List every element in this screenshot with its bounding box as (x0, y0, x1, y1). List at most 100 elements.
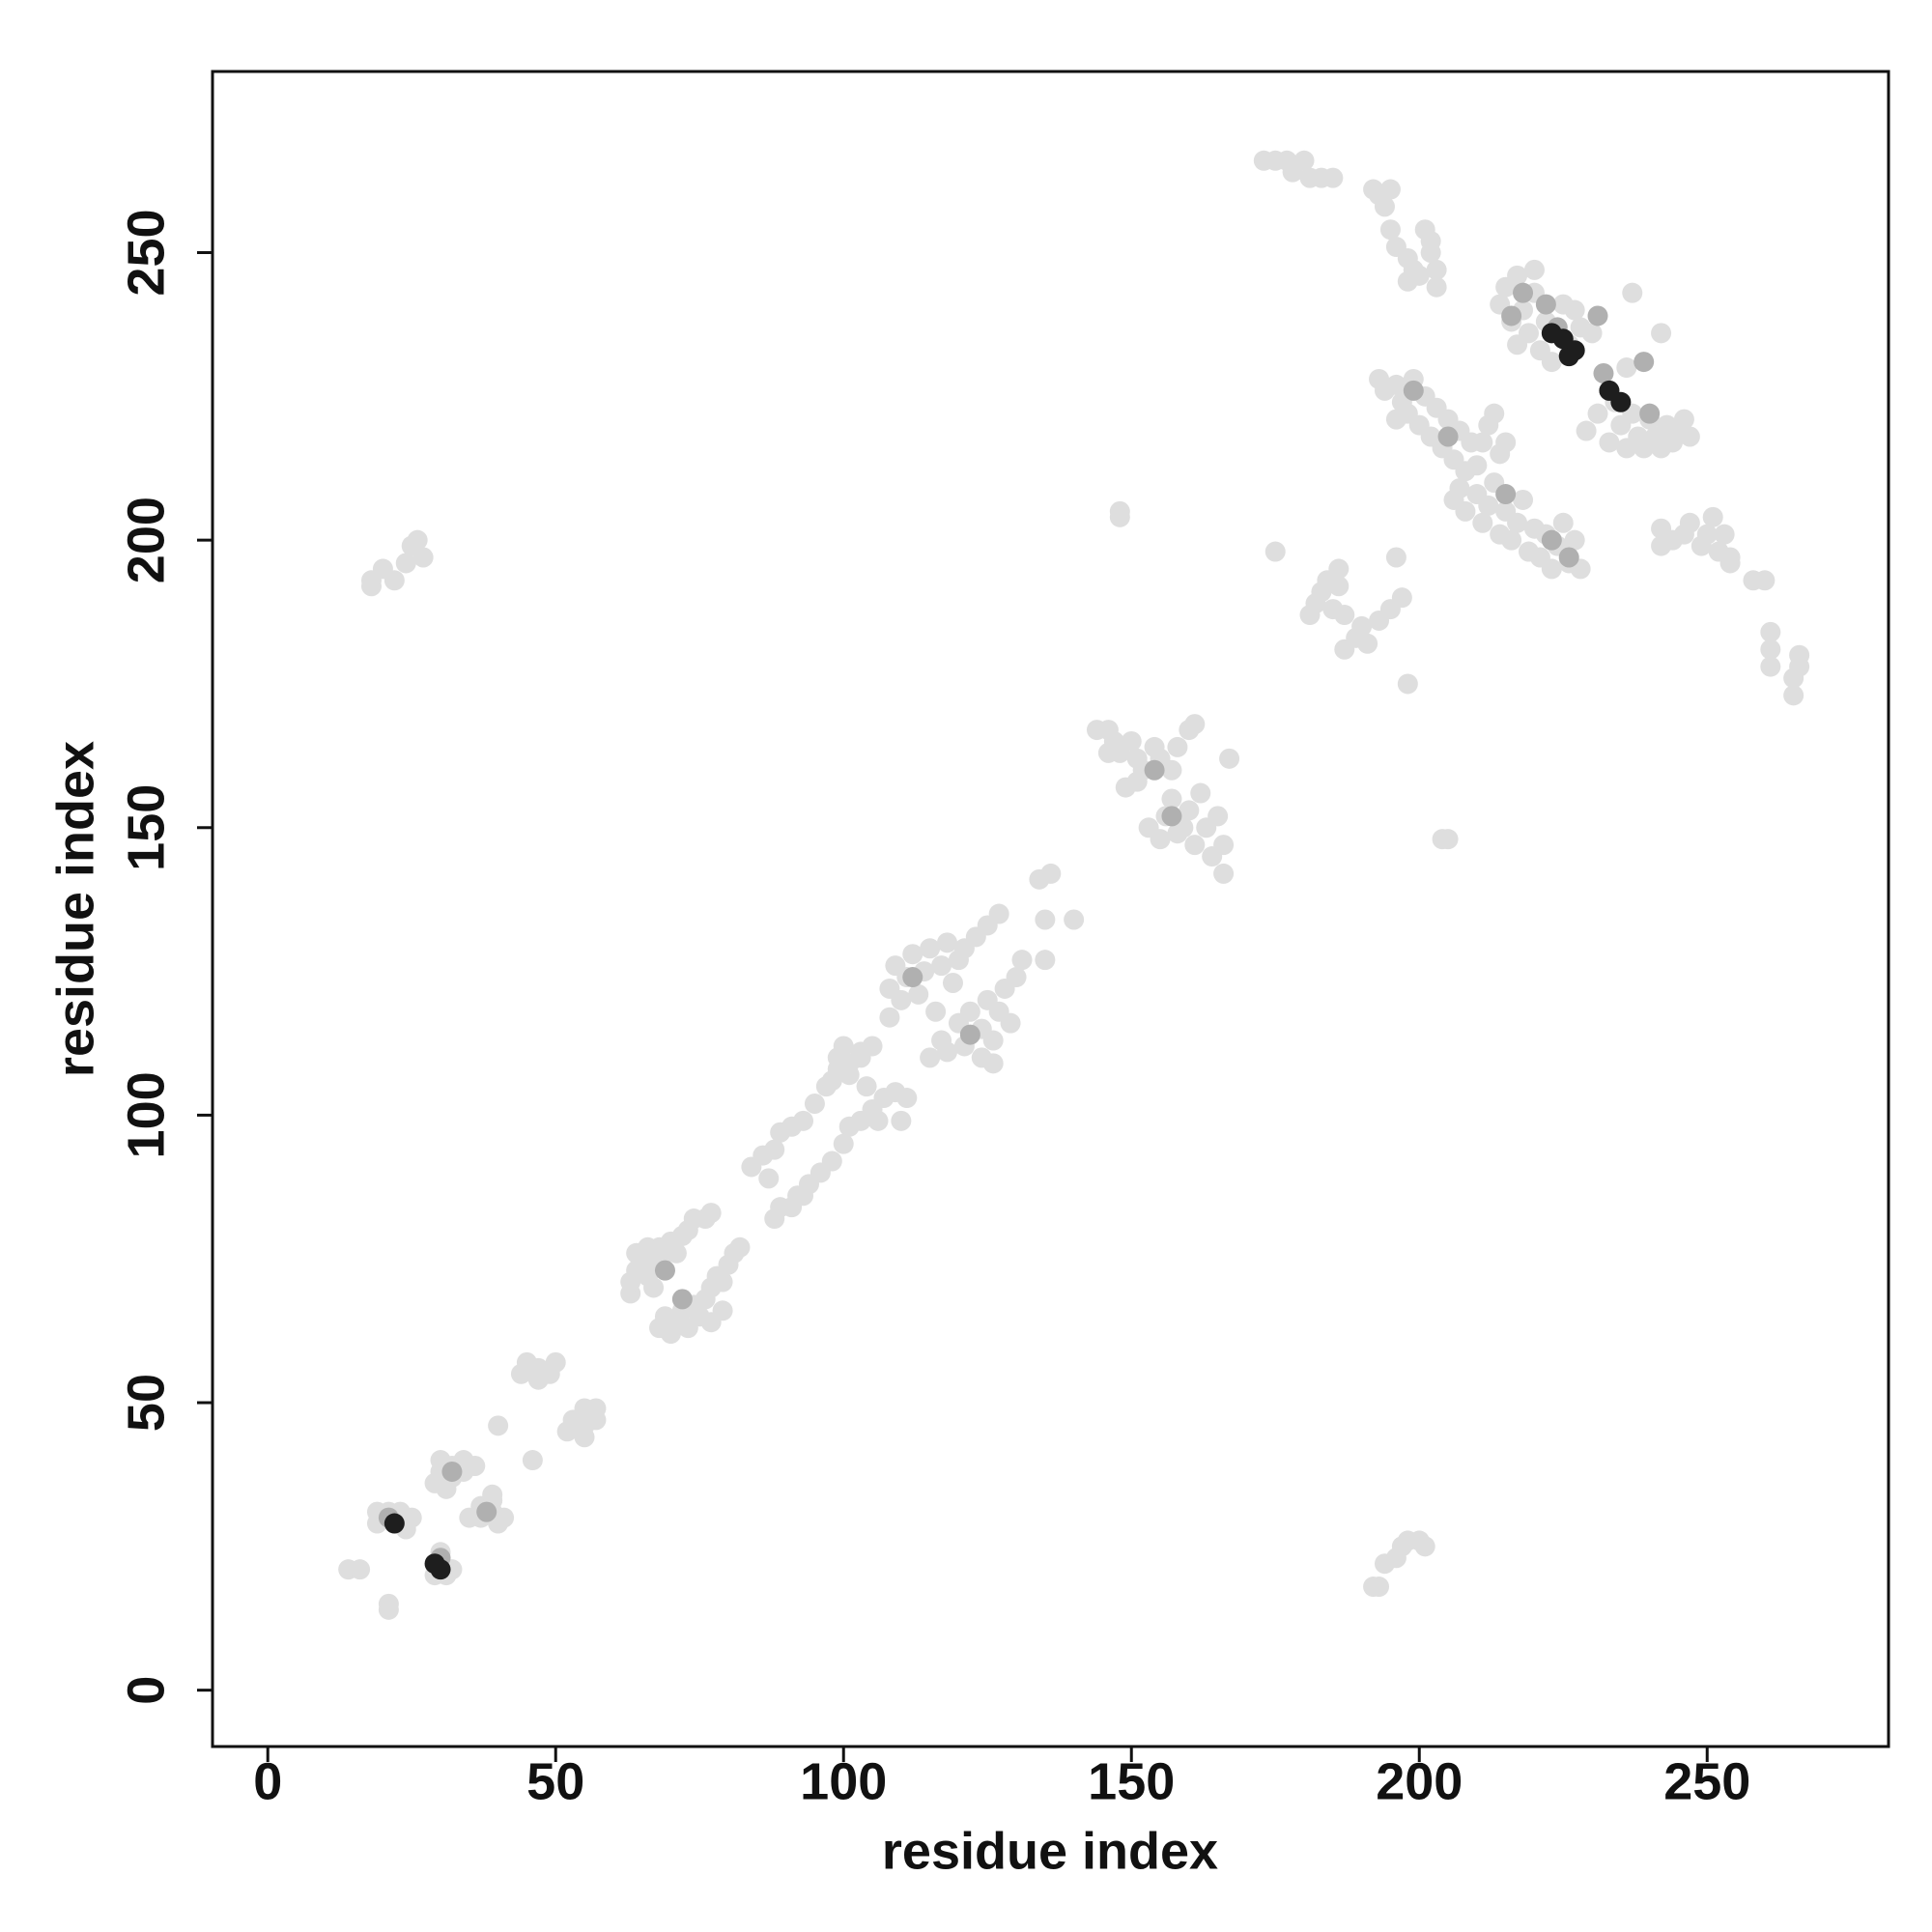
point (925, 1001, 947, 1022)
point (1363, 1577, 1384, 1598)
x-tick-label: 250 (1663, 1752, 1750, 1810)
point (891, 989, 912, 1010)
point (643, 1277, 665, 1298)
point (465, 1456, 486, 1477)
point (1437, 426, 1459, 447)
point (1374, 196, 1395, 217)
point (1420, 231, 1441, 252)
point (1696, 524, 1718, 545)
point (1190, 782, 1211, 804)
point (1208, 806, 1229, 827)
point (1719, 553, 1741, 574)
point (1622, 282, 1643, 303)
point (671, 1289, 693, 1310)
plot-frame (211, 70, 1890, 1748)
point (1472, 432, 1493, 453)
point (1126, 771, 1148, 792)
point (1109, 500, 1130, 522)
point (1379, 179, 1401, 200)
point (1379, 219, 1401, 241)
point (1437, 829, 1459, 850)
point (476, 1501, 497, 1522)
point (1426, 276, 1447, 298)
point (1161, 759, 1182, 781)
point (1564, 299, 1585, 321)
point (850, 1047, 871, 1068)
point (1651, 323, 1672, 344)
point (1167, 736, 1188, 757)
point (942, 972, 963, 993)
point (1414, 1536, 1435, 1557)
point (1673, 409, 1694, 430)
point (1564, 529, 1585, 551)
point (1513, 489, 1534, 510)
point (838, 1065, 860, 1086)
point (1552, 328, 1574, 350)
point (1035, 909, 1056, 930)
point (1558, 547, 1579, 568)
point (1264, 541, 1286, 562)
point (1783, 685, 1804, 706)
point (1760, 656, 1781, 677)
point (384, 570, 405, 591)
point (793, 1110, 814, 1131)
point (988, 903, 1009, 924)
point (937, 1041, 958, 1063)
point (902, 944, 923, 965)
point (1328, 576, 1350, 597)
point (1634, 352, 1655, 373)
plot-marks (338, 150, 1810, 1620)
point (1219, 748, 1240, 769)
point (1587, 305, 1608, 327)
x-axis-title: residue index (882, 1822, 1218, 1880)
point (729, 1236, 751, 1258)
point (1501, 529, 1522, 551)
point (879, 1007, 900, 1028)
y-tick-label: 50 (117, 1374, 175, 1432)
point (482, 1484, 503, 1505)
point (1391, 587, 1412, 609)
point (1581, 323, 1603, 344)
point (856, 1076, 877, 1097)
point (931, 955, 952, 977)
point (1403, 259, 1424, 280)
point (412, 547, 434, 568)
point (833, 1036, 854, 1057)
point (1006, 967, 1027, 988)
x-tick-label: 200 (1376, 1752, 1463, 1810)
x-tick-label: 150 (1088, 1752, 1175, 1810)
y-tick-label: 0 (117, 1676, 175, 1705)
point (1328, 558, 1350, 580)
point (494, 1507, 515, 1528)
point (1541, 529, 1562, 551)
point (1184, 835, 1206, 856)
point (1552, 512, 1574, 533)
point (1385, 547, 1406, 568)
point (522, 1450, 543, 1471)
point (1322, 167, 1344, 188)
point (920, 1047, 941, 1068)
point (1507, 512, 1528, 533)
point (1097, 742, 1119, 763)
point (654, 1260, 675, 1281)
point (1760, 621, 1781, 642)
y-tick-label: 250 (117, 209, 175, 296)
point (902, 967, 923, 988)
point (1397, 673, 1418, 695)
point (1011, 950, 1033, 971)
point (833, 1133, 854, 1154)
point (407, 529, 428, 551)
x-tick-label: 100 (800, 1752, 887, 1810)
point (1184, 714, 1206, 735)
point (1121, 730, 1142, 752)
point (1064, 909, 1085, 930)
point (1161, 788, 1182, 810)
point (430, 1559, 451, 1580)
point (1679, 426, 1700, 447)
point (1426, 259, 1447, 280)
point (1161, 806, 1182, 827)
y-tick-label: 200 (117, 497, 175, 583)
point (350, 1559, 371, 1580)
point (1213, 835, 1235, 856)
